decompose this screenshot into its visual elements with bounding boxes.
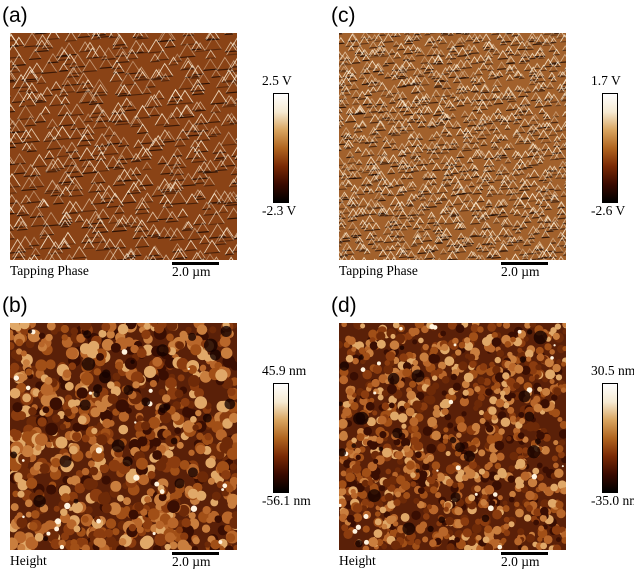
colorbar-max-label: 1.7 V [591, 73, 621, 88]
afm-height-image-svg [339, 323, 566, 550]
afm-phase-image [339, 33, 566, 260]
scale-bar-label: 2.0 µm [172, 554, 211, 569]
panel-d: (d) 30.5 nm -35.0 nm Height 2.0 µm [329, 290, 634, 575]
panel-label: (c) [331, 4, 356, 27]
afm-height-image [339, 323, 566, 550]
afm-phase-image [10, 33, 237, 260]
image-caption: Tapping Phase [339, 263, 418, 278]
afm-phase-image-svg [339, 33, 566, 260]
colorbar-max-label: 2.5 V [262, 73, 292, 88]
afm-phase-image-svg [10, 33, 237, 260]
image-caption: Height [339, 553, 376, 568]
afm-height-image [10, 323, 237, 550]
image-caption: Height [10, 553, 47, 568]
panel-c: (c) 1.7 V -2.6 V Tapping Phase 2.0 µm [329, 0, 634, 285]
scale-bar-label: 2.0 µm [172, 264, 211, 279]
scale-bar-label: 2.0 µm [501, 264, 540, 279]
scale-bar [172, 552, 219, 555]
colorbar [273, 93, 289, 203]
panel-a: (a) 2.5 V -2.3 V Tapping Phase 2.0 µm [0, 0, 317, 285]
scale-bar-label: 2.0 µm [501, 554, 540, 569]
panel-b: (b) 45.9 nm -56.1 nm Height 2.0 µm [0, 290, 317, 575]
scale-bar [501, 262, 548, 265]
colorbar-max-label: 30.5 nm [591, 363, 634, 378]
scale-bar [172, 262, 219, 265]
colorbar [273, 383, 289, 493]
colorbar-min-label: -2.3 V [262, 203, 297, 218]
panel-label: (b) [2, 294, 28, 317]
afm-height-image-svg [10, 323, 237, 550]
colorbar-min-label: -56.1 nm [262, 493, 311, 508]
colorbar-min-label: -2.6 V [591, 203, 626, 218]
colorbar-min-label: -35.0 nm [591, 493, 634, 508]
panel-label: (d) [331, 294, 357, 317]
image-caption: Tapping Phase [10, 263, 89, 278]
panel-label: (a) [2, 4, 28, 27]
colorbar [602, 383, 618, 493]
colorbar-max-label: 45.9 nm [262, 363, 307, 378]
scale-bar [501, 552, 548, 555]
colorbar [602, 93, 618, 203]
